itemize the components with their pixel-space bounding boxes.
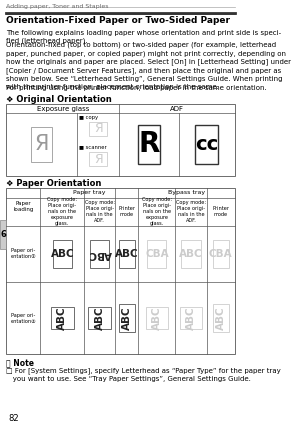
Polygon shape xyxy=(147,240,167,268)
Text: Adding paper, Toner and Staples: Adding paper, Toner and Staples xyxy=(6,4,109,9)
Polygon shape xyxy=(146,307,168,329)
Text: Copy mode:
Place origi-
nals in the
ADF.: Copy mode: Place origi- nals in the ADF. xyxy=(85,200,115,223)
Text: Bypass tray: Bypass tray xyxy=(168,190,205,195)
Text: ABC: ABC xyxy=(88,249,112,259)
Text: R: R xyxy=(138,131,160,159)
Text: ABC: ABC xyxy=(115,249,139,259)
Text: 82: 82 xyxy=(8,414,19,423)
Text: Exposure glass: Exposure glass xyxy=(37,106,89,112)
Text: 📝 Note: 📝 Note xyxy=(6,358,34,367)
Polygon shape xyxy=(53,240,72,268)
Text: CBA: CBA xyxy=(145,249,169,259)
Text: ■ scanner: ■ scanner xyxy=(79,145,106,150)
Text: For printing using the printer function, load paper in the same orientation.: For printing using the printer function,… xyxy=(6,85,267,91)
Text: ■ copy: ■ copy xyxy=(79,115,98,120)
Text: Printer
mode: Printer mode xyxy=(118,206,135,217)
Polygon shape xyxy=(182,240,201,268)
Text: ABC: ABC xyxy=(50,249,74,259)
Text: 6: 6 xyxy=(0,230,6,239)
Text: ❖ Original Orientation: ❖ Original Orientation xyxy=(6,95,112,104)
Text: ABC: ABC xyxy=(179,249,203,259)
Text: Orientation-Fixed Paper or Two-Sided Paper: Orientation-Fixed Paper or Two-Sided Pap… xyxy=(6,16,230,25)
Polygon shape xyxy=(118,304,135,332)
Text: Printer
mode: Printer mode xyxy=(212,206,229,217)
Text: ABC: ABC xyxy=(216,307,226,330)
Text: ABC: ABC xyxy=(152,307,162,330)
Text: Paper ori-
entation②: Paper ori- entation② xyxy=(11,312,36,324)
Text: CBA: CBA xyxy=(209,249,232,259)
Text: сс: сс xyxy=(195,135,218,154)
Polygon shape xyxy=(118,240,135,268)
Text: ABC: ABC xyxy=(95,307,105,330)
Text: Copy mode:
Place origi-
nals on the
exposure
glass.: Copy mode: Place origi- nals on the expo… xyxy=(142,197,172,226)
Text: Paper
loading: Paper loading xyxy=(13,201,34,212)
Text: Я: Я xyxy=(34,134,49,154)
Text: ❖ Paper Orientation: ❖ Paper Orientation xyxy=(6,179,102,188)
Text: Copy mode:
Place origi-
nals on the
exposure
glass.: Copy mode: Place origi- nals on the expo… xyxy=(47,197,77,226)
Polygon shape xyxy=(180,307,202,329)
Text: Я: Я xyxy=(94,122,102,135)
Text: Paper tray: Paper tray xyxy=(73,190,106,195)
Text: Orientation-fixed (top to bottom) or two-sided paper (for example, letterhead
pa: Orientation-fixed (top to bottom) or two… xyxy=(6,42,291,90)
Text: Paper ori-
entation①: Paper ori- entation① xyxy=(11,248,36,259)
Polygon shape xyxy=(0,220,6,249)
Text: ABC: ABC xyxy=(57,307,67,330)
Polygon shape xyxy=(213,304,229,332)
Text: The following explains loading paper whose orientation and print side is speci-
: The following explains loading paper who… xyxy=(6,30,282,44)
Polygon shape xyxy=(51,307,74,329)
Text: ABC: ABC xyxy=(186,307,196,330)
Text: ABC: ABC xyxy=(122,307,132,330)
Text: ADF: ADF xyxy=(170,106,184,112)
Text: Я: Я xyxy=(94,153,102,166)
Polygon shape xyxy=(88,307,111,329)
Text: □ For [System Settings], specify Letterhead as “Paper Type” for the paper tray
 : □ For [System Settings], specify Letterh… xyxy=(6,367,281,382)
Polygon shape xyxy=(213,240,229,268)
Polygon shape xyxy=(90,240,110,268)
Text: Copy mode:
Place origi-
nals in the
ADF.: Copy mode: Place origi- nals in the ADF. xyxy=(176,200,206,223)
